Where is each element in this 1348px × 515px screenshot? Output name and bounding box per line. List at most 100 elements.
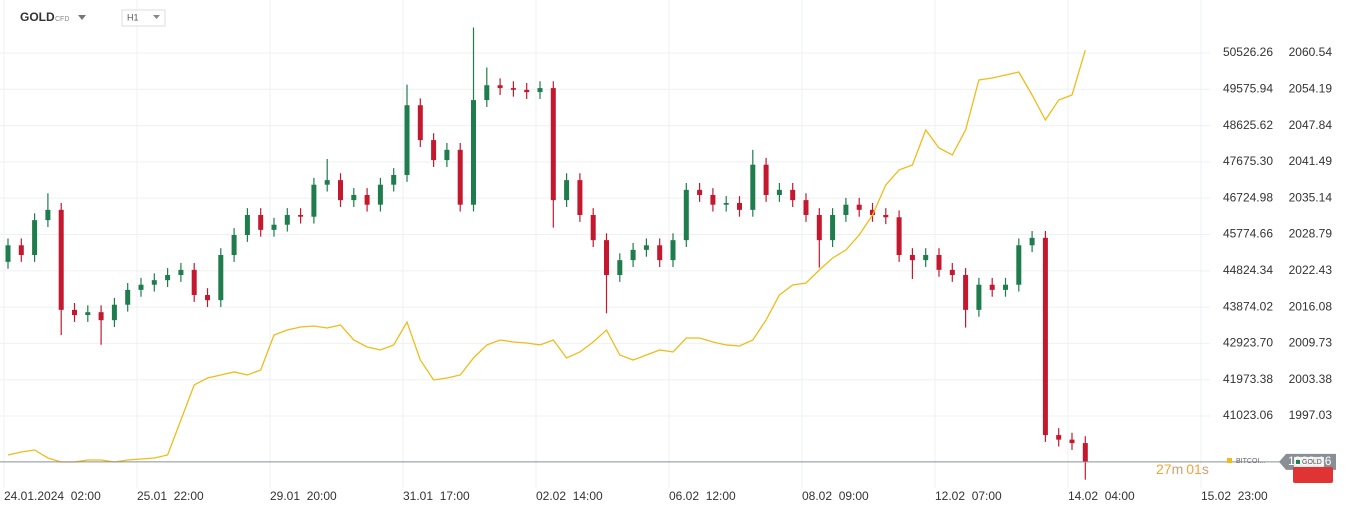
y-tick-label: 2041.49 [1289,154,1333,168]
candle-body [670,240,676,261]
timeframe-selector[interactable]: H1 [121,9,166,27]
y-tick-label: 2028.79 [1289,227,1333,241]
candle-body [1016,245,1022,285]
candle-body [364,194,370,205]
legend-swatch [1227,458,1232,463]
sell-button[interactable] [1293,467,1333,483]
candle-body [484,85,490,101]
candle-body [909,255,915,261]
candle-body [58,209,64,310]
candle-body [111,304,117,321]
candle-body [803,200,809,215]
candle-body [191,269,197,296]
x-tick-label: 14.02 04:00 [1068,489,1135,503]
candle-body [1003,284,1008,290]
candle-body [617,260,623,276]
labels: 1997.03 2003.38 2009.73 2016.08 2022.43 2028.… [4,45,1336,503]
candle-body [976,284,982,310]
candle-body [1042,237,1048,436]
candle-body [178,269,184,276]
candle-body [391,174,397,185]
candle-body [524,89,530,93]
candle-body [324,180,330,185]
countdown: 27m 01s [1156,461,1209,477]
y2-tick-label: 41973.38 [1223,372,1273,386]
y-tick-label: 2060.54 [1289,45,1333,59]
candle-body [577,180,583,215]
candle-body [776,189,782,195]
y2-tick-label: 48625.62 [1223,118,1273,132]
candle-body [697,189,703,195]
candle-body [5,245,11,262]
candle-body [737,202,742,210]
candle-body [830,214,836,241]
candle-body [1056,435,1062,440]
candle-body [1082,443,1088,462]
candle-body [244,214,250,235]
candle-body [723,202,729,205]
countdown-unit: m [1172,461,1184,477]
candle-body [125,289,131,305]
candle-body [151,280,157,285]
candle-body [923,255,929,261]
candle-body [510,88,516,90]
candle-body [338,180,343,201]
y2-tick-label: 41023.06 [1223,408,1273,422]
y2-tick-label: 43874.02 [1223,299,1273,313]
candle-body [790,189,796,201]
candle-body [816,214,822,241]
symbol-selector[interactable]: GOLD CFD [20,10,86,24]
x-tick-label: 06.02 12:00 [669,489,736,503]
x-tick-label: 25.01 22:00 [137,489,204,503]
candle-body [550,88,556,201]
candle-body [630,249,636,261]
x-tick-label: 29.01 20:00 [270,489,337,503]
y2-tick-label: 50526.26 [1223,45,1273,59]
grid [0,0,1210,488]
x-tick-label: 15.02 23:00 [1201,489,1268,503]
y2-tick-label: 47675.30 [1223,154,1273,168]
candle-body [604,240,609,276]
y2-tick-label: 44824.34 [1223,263,1273,277]
candle-body [205,295,210,301]
y2-tick-label: 42923.70 [1223,336,1273,350]
candle-body [497,85,503,89]
y-tick-label: 2035.14 [1289,190,1333,204]
candle-body [896,217,902,256]
marks [0,27,1285,480]
candle-body [710,194,716,205]
candle-body [963,275,969,310]
line-series [7,50,1086,463]
candle-body [1029,237,1035,246]
candle-body [763,164,769,195]
candle-body [843,204,849,215]
candle-body [657,245,663,261]
candle-body [311,184,317,217]
symbol[interactable]: GOLD [20,10,55,24]
market: CFD [55,16,69,23]
caret [153,15,160,19]
candle-body [231,234,237,256]
candle-body [351,194,357,201]
candle-body [989,284,995,290]
y2-tick-label: 49575.94 [1223,81,1273,95]
candle-body [45,209,51,221]
candle-body [1069,439,1075,444]
candle-body [298,214,304,217]
legend-label: GOLD [1302,459,1322,466]
x-tick-label: 31.01 17:00 [403,489,470,503]
candle-body [883,214,889,218]
candle-body [218,255,224,301]
candle-body [457,149,463,205]
candle-body [643,245,649,250]
y2-tick-label: 46724.98 [1223,190,1273,204]
candle-body [404,105,410,175]
candle-body [750,164,756,210]
candle-body [18,245,24,256]
y-tick-label: 2009.73 [1289,336,1333,350]
legend-swatch [1296,459,1300,464]
timeframe-box[interactable] [121,9,166,27]
candle-body [32,220,38,256]
